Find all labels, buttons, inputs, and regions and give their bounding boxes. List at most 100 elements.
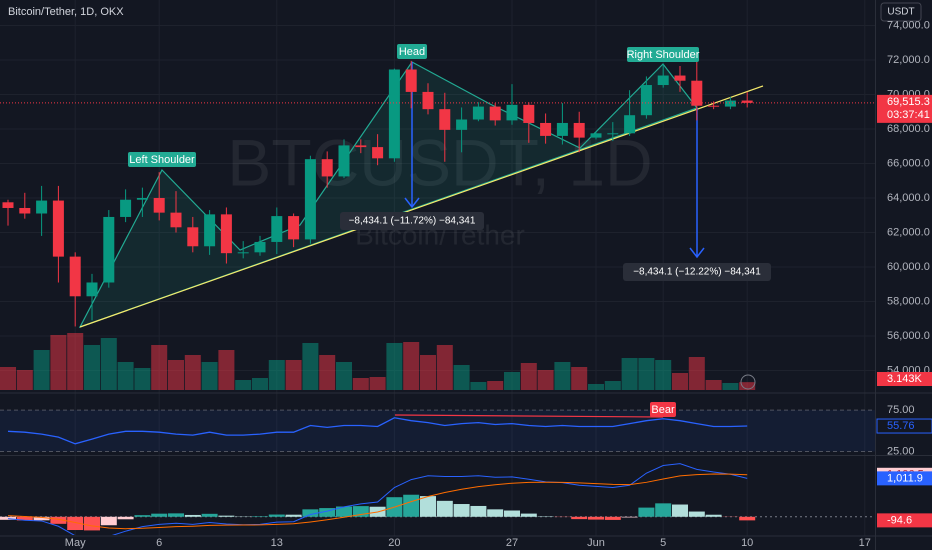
label-bg bbox=[128, 152, 196, 167]
x-tick-label: 6 bbox=[156, 537, 162, 549]
candle-body bbox=[170, 212, 182, 228]
macd-histogram-bar bbox=[739, 516, 756, 521]
volume-bar bbox=[151, 345, 168, 390]
candle-body bbox=[691, 80, 703, 106]
currency-button[interactable] bbox=[880, 2, 922, 22]
head-label: Head bbox=[399, 46, 425, 58]
candle-body bbox=[724, 100, 736, 107]
y-tick-label: 64,000.0 bbox=[887, 192, 930, 204]
volume-badge bbox=[877, 372, 932, 386]
arrow-head bbox=[689, 247, 705, 259]
candle-body bbox=[69, 256, 81, 297]
candle-body bbox=[674, 75, 686, 81]
macd-histogram-bar bbox=[84, 516, 100, 531]
candle-body bbox=[489, 106, 501, 121]
y-tick-label: 66,000.0 bbox=[887, 157, 930, 169]
y-tick-label: 68,000.0 bbox=[887, 123, 930, 135]
candle-body bbox=[422, 91, 434, 110]
candle-body bbox=[540, 122, 552, 136]
volume-bar bbox=[688, 357, 705, 390]
y-tick-label: 72,000.0 bbox=[887, 54, 930, 66]
volume-bar bbox=[386, 343, 403, 390]
candle-body bbox=[624, 115, 636, 134]
candle-body bbox=[607, 133, 619, 135]
macd-histogram-bar bbox=[403, 494, 420, 517]
volume-bar bbox=[33, 350, 50, 390]
x-tick-label: 13 bbox=[271, 537, 283, 549]
candle-body bbox=[288, 216, 300, 240]
candle-body bbox=[254, 241, 266, 253]
macd-histogram-bar bbox=[588, 516, 604, 520]
x-tick-label: 20 bbox=[388, 537, 400, 549]
volume-bar bbox=[638, 358, 655, 390]
candle-body bbox=[405, 69, 417, 92]
candle-body bbox=[355, 145, 367, 148]
signal-line bbox=[7, 473, 748, 530]
candle-body bbox=[36, 200, 48, 214]
volume-bar bbox=[117, 362, 134, 390]
volume-bar bbox=[672, 373, 688, 390]
volume-bar bbox=[369, 377, 386, 390]
last-price: 69,515.3 bbox=[887, 96, 930, 108]
volume-bar bbox=[252, 378, 268, 390]
y-tick-label: 25.00 bbox=[887, 445, 915, 457]
macd-histogram-bar bbox=[16, 516, 33, 521]
macd-histogram-bar bbox=[201, 513, 218, 517]
x-tick-label: 10 bbox=[741, 537, 753, 549]
volume-bar bbox=[436, 345, 453, 390]
candle-body bbox=[472, 106, 484, 120]
volume-bar bbox=[168, 360, 184, 390]
macd-histogram-bar bbox=[705, 514, 722, 517]
macd-histogram-bar bbox=[604, 516, 621, 520]
volume-bar bbox=[302, 343, 319, 390]
candle-body bbox=[103, 216, 115, 283]
volume-bar bbox=[285, 360, 302, 390]
rsi-value: 55.76 bbox=[887, 420, 915, 432]
candle-body bbox=[573, 122, 585, 138]
symbol-title: Bitcoin/Tether, 1D, OKX bbox=[8, 6, 124, 18]
countdown: 03:37:41 bbox=[887, 109, 930, 121]
volume-bar bbox=[487, 381, 504, 390]
macd-histogram-bar bbox=[50, 516, 67, 524]
rsi-band bbox=[0, 410, 875, 452]
volume-bar bbox=[184, 355, 201, 390]
alert-icon[interactable] bbox=[740, 374, 756, 390]
candle-body bbox=[52, 200, 64, 257]
left-shoulder-label: Left Shoulder bbox=[129, 154, 195, 166]
volume-bar bbox=[504, 372, 520, 390]
currency-label[interactable]: USDT bbox=[887, 7, 914, 18]
label-bg bbox=[627, 47, 699, 62]
measure-label: −8,434.1 (−11.72%) −84,341 bbox=[349, 216, 476, 227]
candle-body bbox=[708, 105, 720, 107]
macd-histogram-bar bbox=[688, 511, 705, 517]
volume-bar bbox=[403, 342, 420, 390]
label-bg bbox=[340, 212, 484, 230]
candle-body bbox=[439, 109, 451, 130]
volume-bar bbox=[100, 338, 117, 390]
macd-histogram-bar bbox=[352, 506, 369, 517]
volume-bar bbox=[268, 360, 285, 390]
candle-body bbox=[220, 214, 232, 254]
volume-bar bbox=[420, 355, 436, 390]
volume-bar bbox=[588, 384, 604, 390]
candle-body bbox=[640, 85, 652, 116]
volume-bar bbox=[655, 360, 672, 390]
label-bg bbox=[397, 44, 427, 59]
volume-bar bbox=[0, 367, 16, 390]
candle-body bbox=[153, 197, 165, 213]
macd-histogram-bar bbox=[218, 515, 235, 517]
candle-body bbox=[338, 145, 350, 177]
macd-histogram-bar bbox=[252, 516, 268, 517]
candle-body bbox=[136, 197, 148, 200]
volume-bar bbox=[453, 365, 470, 390]
macd-histogram-bar bbox=[621, 516, 638, 518]
label-bg bbox=[623, 263, 771, 281]
volume-bar bbox=[218, 350, 235, 390]
arrow-head bbox=[404, 197, 420, 209]
macd-histogram-bar bbox=[117, 516, 134, 520]
volume-bar bbox=[554, 362, 571, 390]
macd-histogram-bar bbox=[453, 504, 470, 517]
volume-bar bbox=[67, 333, 84, 390]
candle-body bbox=[523, 104, 535, 123]
